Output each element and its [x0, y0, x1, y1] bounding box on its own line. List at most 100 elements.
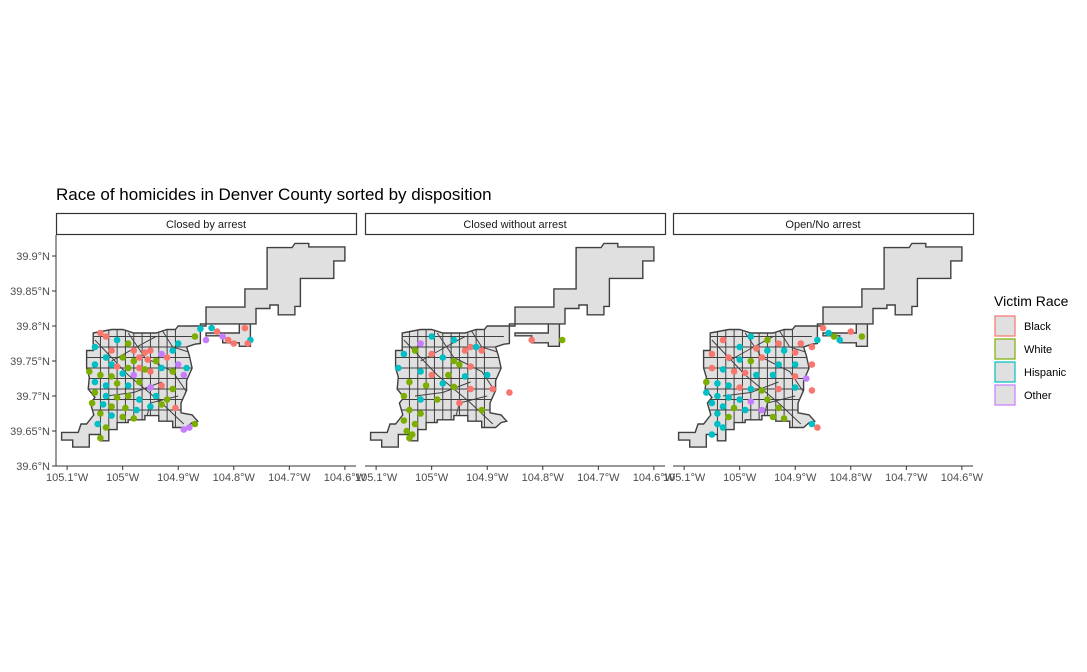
data-point [775, 385, 782, 393]
data-point [830, 333, 838, 340]
county-fill [678, 243, 962, 448]
data-point [417, 340, 424, 347]
data-point [169, 347, 176, 354]
data-point [428, 371, 436, 379]
data-point [130, 347, 138, 354]
data-point [445, 371, 452, 379]
x-tick-label: 105.1°W [46, 472, 89, 484]
data-point [108, 373, 115, 380]
county-fill [61, 243, 345, 448]
county-fill [370, 243, 654, 448]
data-point [136, 378, 143, 386]
legend-key [994, 361, 1016, 383]
data-point [775, 340, 782, 347]
county-outline [677, 242, 963, 448]
x-tick-label: 105°W [415, 472, 449, 484]
data-point [219, 333, 226, 340]
data-point [411, 420, 419, 428]
facet-strip-label: Open/No arrest [785, 219, 860, 231]
data-point [803, 375, 810, 382]
data-point [130, 415, 138, 422]
data-point [180, 426, 188, 433]
data-point [417, 410, 424, 417]
data-point [152, 392, 160, 400]
data-point [94, 420, 101, 428]
data-point [736, 384, 743, 391]
data-point [719, 366, 727, 373]
y-tick-label: 39.8°N [16, 321, 50, 333]
tract-line [127, 332, 190, 397]
data-point [163, 354, 171, 361]
data-point [124, 382, 132, 389]
x-tick-label: 104.9°W [466, 472, 509, 484]
data-point [478, 347, 486, 354]
data-point [108, 403, 115, 410]
data-point [483, 371, 491, 379]
data-point [719, 403, 727, 410]
data-point [808, 387, 816, 394]
data-point [775, 361, 782, 368]
data-point [769, 413, 777, 421]
data-point [108, 347, 115, 354]
data-point [88, 399, 96, 407]
data-point [113, 394, 121, 401]
legend-title: Victim Race [994, 293, 1069, 309]
data-point [719, 336, 727, 344]
county-outline [369, 242, 655, 448]
data-point [119, 354, 126, 361]
data-point [708, 399, 716, 407]
data-point [102, 354, 110, 361]
x-tick-label: 104.8°W [213, 472, 256, 484]
data-point [791, 373, 799, 380]
data-point [467, 385, 474, 393]
data-point [467, 343, 474, 351]
data-point [456, 399, 463, 407]
data-point [124, 364, 132, 372]
data-point [422, 382, 430, 389]
data-point [102, 333, 110, 340]
data-point [202, 336, 210, 344]
data-point [400, 392, 408, 400]
x-tick-label: 105.1°W [355, 472, 398, 484]
data-point [808, 420, 816, 428]
data-point [439, 354, 447, 361]
x-tick-label: 104.9°W [157, 472, 200, 484]
data-point [461, 373, 469, 380]
data-point [147, 347, 154, 354]
legend-key [994, 338, 1016, 360]
county-outline [60, 242, 346, 448]
data-point [158, 350, 165, 358]
data-point [506, 389, 513, 396]
facet-strip [364, 212, 667, 236]
data-point [450, 357, 458, 365]
facet-panel: Open/No arrest 105.1°W 105°W 104.9°W 104.8°W… [663, 212, 984, 484]
legend-label: Black [1024, 321, 1051, 333]
data-point [224, 336, 232, 344]
data-point [417, 396, 424, 403]
data-point [489, 385, 497, 393]
points-layer [86, 324, 254, 442]
data-point [230, 340, 238, 347]
data-point [780, 347, 788, 354]
x-tick-label: 104.6°W [941, 472, 984, 484]
data-point [747, 385, 755, 393]
data-point [400, 350, 408, 358]
data-point [450, 336, 458, 344]
data-point [108, 361, 115, 368]
data-point [758, 354, 766, 361]
data-point [819, 324, 827, 332]
data-point [714, 380, 721, 387]
data-point [108, 412, 115, 419]
data-point [91, 361, 99, 368]
data-point [753, 345, 760, 352]
data-point [191, 333, 199, 340]
tract-line [420, 336, 466, 362]
x-tick-label: 105°W [723, 472, 757, 484]
data-point [395, 364, 402, 372]
data-point [747, 357, 755, 365]
data-point [183, 364, 190, 372]
data-point [99, 401, 107, 408]
data-point [791, 384, 799, 391]
data-point [91, 343, 99, 351]
data-point [808, 361, 816, 368]
